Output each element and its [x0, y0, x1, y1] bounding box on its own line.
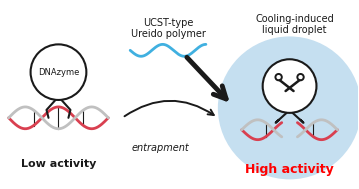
Circle shape — [218, 36, 359, 179]
Circle shape — [31, 44, 87, 100]
Text: Ureido polymer: Ureido polymer — [131, 29, 205, 40]
Text: liquid droplet: liquid droplet — [262, 26, 327, 36]
Text: Cooling-induced: Cooling-induced — [255, 14, 334, 24]
Text: DNAzyme: DNAzyme — [38, 68, 79, 77]
Text: Low activity: Low activity — [21, 160, 96, 170]
Text: UCST-type: UCST-type — [143, 18, 193, 28]
Circle shape — [263, 59, 317, 113]
Text: entrapment: entrapment — [131, 143, 189, 153]
Text: High activity: High activity — [245, 163, 334, 176]
